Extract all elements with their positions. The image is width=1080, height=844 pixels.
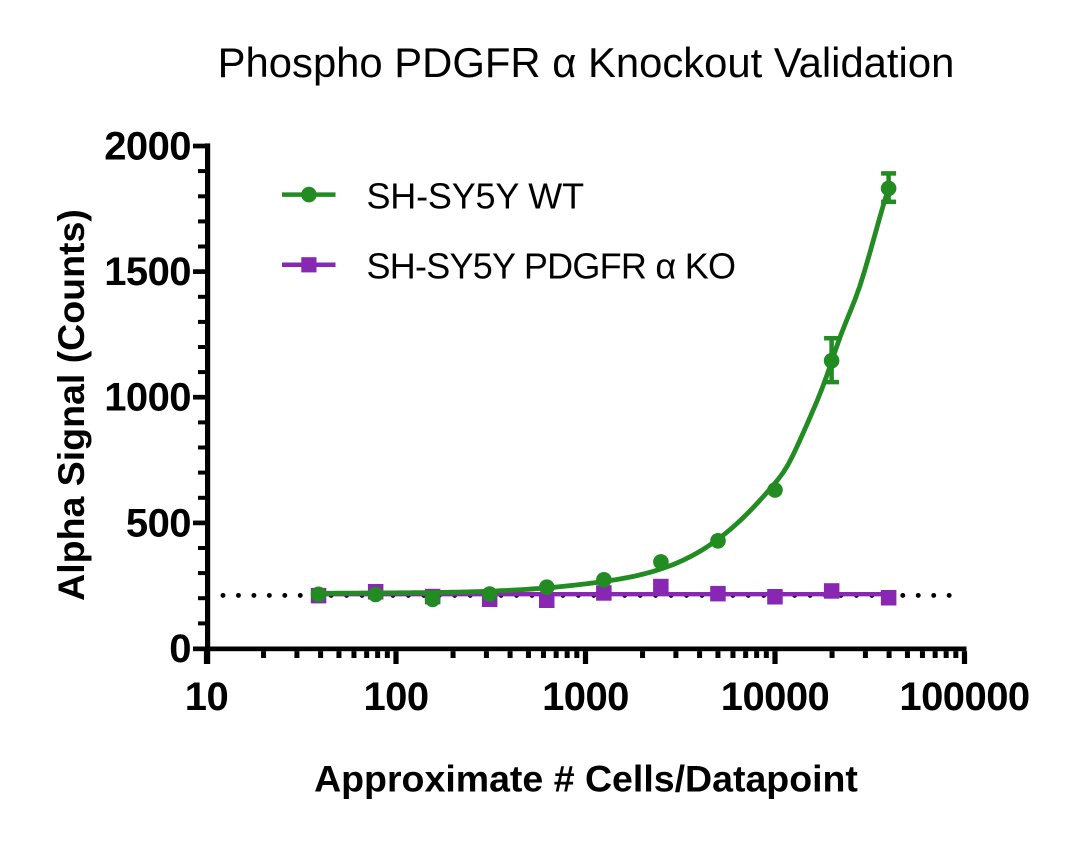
- svg-text:SH-SY5Y PDGFR α KO: SH-SY5Y PDGFR α KO: [367, 245, 736, 286]
- svg-text:1500: 1500: [104, 250, 191, 294]
- svg-text:100000: 100000: [899, 675, 1029, 719]
- svg-text:1000: 1000: [542, 675, 629, 719]
- svg-text:10000: 10000: [721, 675, 829, 719]
- svg-text:2000: 2000: [104, 124, 191, 168]
- svg-text:10: 10: [185, 675, 228, 719]
- svg-text:0: 0: [169, 627, 191, 671]
- svg-text:100: 100: [363, 675, 428, 719]
- svg-text:Alpha Signal (Counts): Alpha Signal (Counts): [50, 209, 92, 601]
- svg-text:Phospho PDGFR α Knockout Valid: Phospho PDGFR α Knockout Validation: [218, 39, 955, 86]
- svg-text:1000: 1000: [104, 376, 191, 420]
- svg-text:Approximate # Cells/Datapoint: Approximate # Cells/Datapoint: [314, 758, 858, 800]
- svg-text:500: 500: [126, 501, 191, 545]
- svg-text:SH-SY5Y WT: SH-SY5Y WT: [367, 175, 585, 216]
